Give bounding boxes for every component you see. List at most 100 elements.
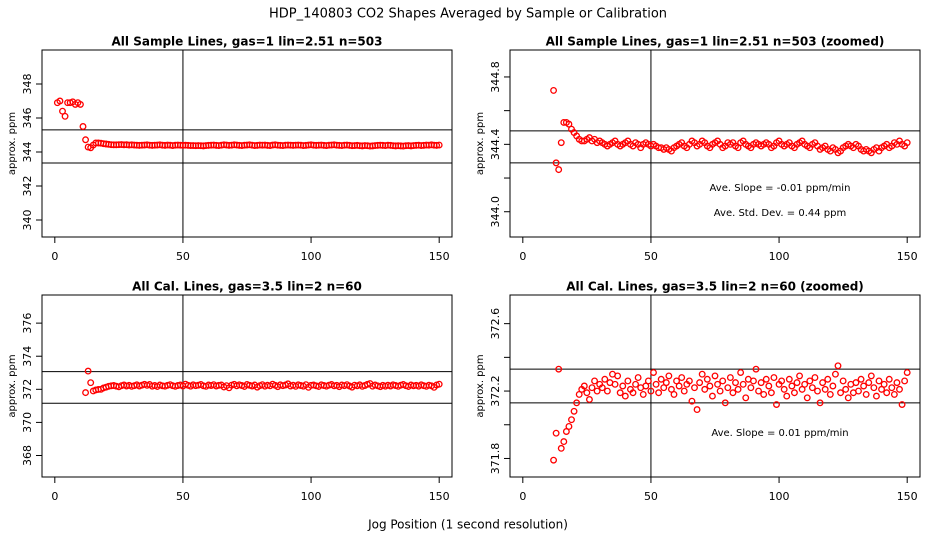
point [790,389,798,397]
point [780,385,788,393]
point [885,375,893,383]
point [857,375,865,383]
point [706,382,714,390]
y-tick-label: 376 [21,313,34,334]
x-tick-label: 150 [897,490,918,503]
point [688,397,696,405]
y-tick-label: 344.4 [489,129,502,161]
point [783,392,791,400]
point [831,370,839,378]
point [855,387,862,395]
point [773,401,780,408]
point [550,86,558,94]
point [619,382,627,390]
point [565,422,573,430]
x-tick-label: 100 [769,250,790,263]
point [803,394,811,402]
point [655,389,663,397]
point [739,380,747,388]
point [670,390,678,398]
point [721,399,729,407]
y-tick-label: 344.0 [489,196,502,228]
point [867,372,875,380]
point [568,416,575,424]
y-tick-label: 372.6 [489,308,502,340]
point [839,377,847,385]
point [647,387,655,395]
panel-title: All Cal. Lines, gas=3.5 lin=2 n=60 [132,280,362,294]
point [624,377,632,385]
point [557,444,565,452]
point [652,380,660,388]
point [762,375,770,383]
x-tick-label: 150 [429,490,450,503]
point [747,384,755,392]
point [552,429,560,437]
point [883,389,891,397]
point [644,377,652,385]
point [621,392,629,400]
panel: All Sample Lines, gas=1 lin=2.51 n=503 ap… [7,35,453,263]
point [903,369,911,376]
point [757,379,765,387]
panel: All Cal. Lines, gas=3.5 lin=2 n=60 (zoom… [475,280,921,503]
point [842,385,850,393]
point [662,379,670,387]
point [852,379,860,387]
point [693,406,701,414]
point [875,377,883,385]
plot-frame [41,294,453,478]
x-axis-label: Jog Position (1 second resolution) [367,518,568,532]
y-tick-label: 340 [21,210,34,231]
point [698,370,706,378]
point [573,399,581,407]
point [801,380,809,388]
figure-title: HDP_140803 CO2 Shapes Averaged by Sample… [269,7,667,22]
panel-title: All Sample Lines, gas=1 lin=2.51 n=503 (… [546,35,885,49]
annotation: Ave. Std. Dev. = 0.44 ppm [714,208,846,219]
y-tick-label: 346 [21,108,34,129]
x-tick-label: 0 [51,250,58,263]
point [433,141,441,149]
point [570,407,578,415]
point [719,377,727,385]
point [435,141,443,149]
y-tick-label: 372 [21,379,34,400]
x-tick-label: 50 [176,490,190,503]
points [82,367,443,397]
point [726,374,734,382]
point [806,377,814,385]
x-tick-label: 50 [644,490,658,503]
point [732,379,739,387]
point [844,394,852,402]
x-tick-label: 100 [769,490,790,503]
point [87,379,95,387]
y-tick-label: 374 [21,346,34,367]
point [555,365,563,373]
point [557,139,565,147]
x-tick-label: 150 [897,250,918,263]
point [880,380,888,388]
point [61,112,69,120]
points [53,97,443,152]
point [834,362,842,370]
point [714,380,722,388]
points [550,362,911,464]
annotation: Ave. Slope = 0.01 ppm/min [711,428,848,439]
point [742,394,750,402]
point [678,374,686,382]
y-tick-label: 342 [21,176,34,197]
point [82,389,90,397]
y-tick-label: 372.2 [489,375,502,407]
point [870,384,878,392]
point [888,384,896,392]
x-tick-label: 50 [644,250,658,263]
point [837,389,845,397]
point [555,166,563,174]
point [708,392,716,400]
point [696,379,704,387]
point [639,390,647,398]
point [591,377,599,385]
point [785,375,793,383]
